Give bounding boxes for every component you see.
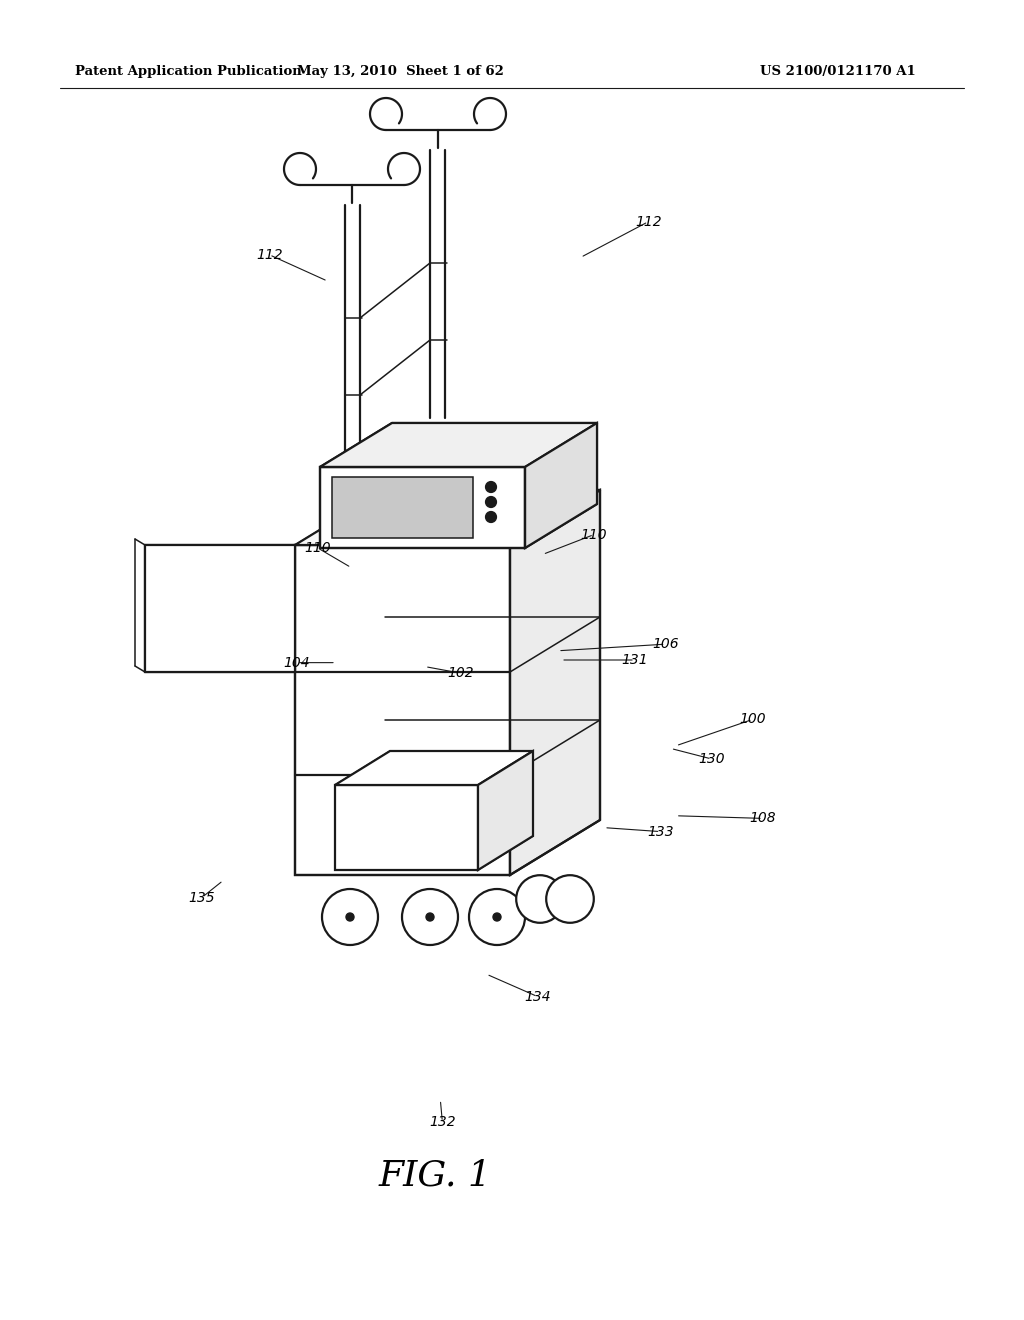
Polygon shape: [335, 785, 478, 870]
Circle shape: [469, 888, 525, 945]
Text: 135: 135: [188, 891, 215, 904]
Polygon shape: [295, 545, 510, 875]
Polygon shape: [478, 751, 534, 870]
Text: 133: 133: [647, 825, 674, 838]
Text: 102: 102: [447, 667, 474, 680]
Bar: [319, 467, 525, 548]
Text: 131: 131: [622, 653, 648, 667]
Circle shape: [516, 875, 564, 923]
Text: 130: 130: [698, 752, 725, 766]
Circle shape: [486, 482, 496, 492]
Bar: [295, 545, 510, 875]
Circle shape: [426, 913, 434, 921]
Polygon shape: [525, 422, 597, 548]
Circle shape: [346, 913, 354, 921]
Text: 100: 100: [739, 713, 766, 726]
Text: May 13, 2010  Sheet 1 of 62: May 13, 2010 Sheet 1 of 62: [297, 66, 504, 78]
Polygon shape: [335, 751, 534, 785]
Polygon shape: [145, 545, 295, 672]
Polygon shape: [295, 490, 600, 545]
Circle shape: [486, 512, 496, 521]
Text: 112: 112: [256, 248, 283, 261]
Bar: [332, 477, 473, 539]
Circle shape: [402, 888, 458, 945]
Text: US 2100/0121170 A1: US 2100/0121170 A1: [760, 66, 915, 78]
Polygon shape: [319, 467, 525, 548]
Text: 108: 108: [750, 812, 776, 825]
Bar: [335, 785, 478, 870]
Polygon shape: [510, 490, 600, 875]
Text: Patent Application Publication: Patent Application Publication: [75, 66, 302, 78]
Circle shape: [546, 875, 594, 923]
Text: 104: 104: [284, 656, 310, 669]
Circle shape: [322, 888, 378, 945]
Polygon shape: [319, 422, 597, 467]
Text: 110: 110: [304, 541, 331, 554]
Circle shape: [486, 498, 496, 507]
Text: 134: 134: [524, 990, 551, 1003]
Text: 112: 112: [635, 215, 662, 228]
Text: 110: 110: [581, 528, 607, 541]
Text: FIG. 1: FIG. 1: [379, 1158, 492, 1192]
Text: 132: 132: [429, 1115, 456, 1129]
Text: 106: 106: [652, 638, 679, 651]
Circle shape: [493, 913, 501, 921]
